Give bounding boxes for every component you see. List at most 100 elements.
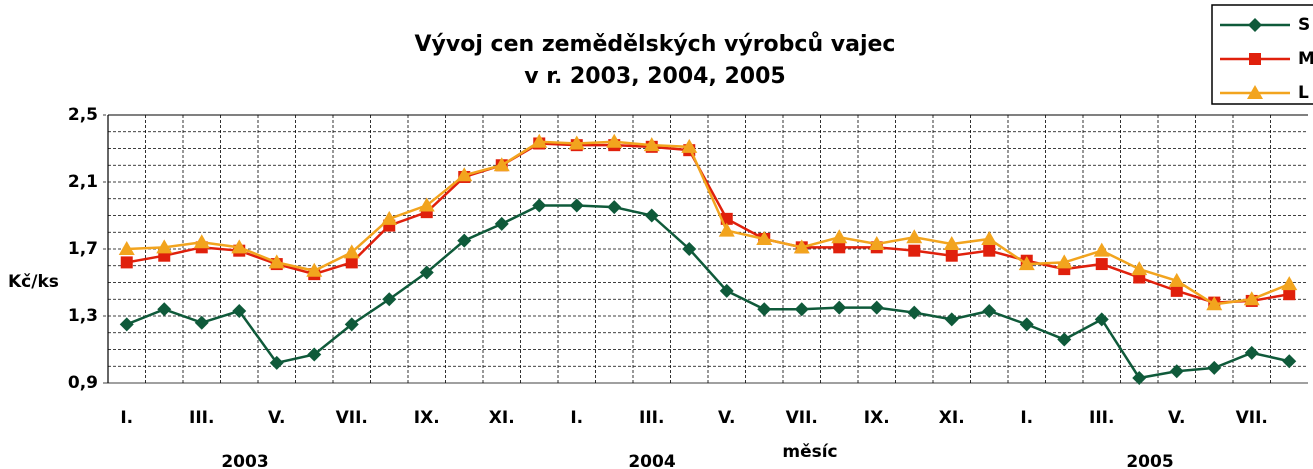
marker [532, 198, 547, 213]
marker [943, 235, 960, 250]
marker [119, 317, 134, 332]
marker [756, 230, 773, 245]
x-tick-label: IX. [414, 408, 440, 428]
marker [307, 347, 322, 362]
marker [907, 305, 922, 320]
marker [607, 200, 622, 215]
marker [682, 242, 697, 256]
marker [120, 256, 133, 269]
x-tick-label: III. [189, 408, 214, 428]
marker [381, 210, 398, 225]
marker [531, 133, 548, 148]
group-label: 2004 [628, 452, 675, 469]
marker [1093, 242, 1110, 257]
x-tick-label: IX. [864, 408, 890, 428]
marker [1207, 360, 1222, 375]
series-line [126, 204, 1290, 380]
marker [757, 302, 772, 317]
x-tick-label: VII. [336, 408, 368, 428]
marker [1019, 317, 1034, 332]
x-tick-label: V. [268, 408, 285, 428]
marker [831, 229, 848, 244]
marker [306, 262, 323, 277]
marker [457, 233, 472, 248]
marker [981, 230, 998, 245]
marker [1206, 296, 1223, 311]
marker [343, 244, 360, 259]
marker [1247, 85, 1263, 99]
series-line [126, 142, 1290, 304]
x-tick-label: III. [639, 408, 664, 428]
marker [1131, 261, 1148, 276]
marker [868, 235, 885, 250]
marker [1249, 53, 1261, 65]
marker [643, 137, 660, 152]
chart-subtitle: v r. 2003, 2004, 2005 [524, 64, 785, 89]
marker [793, 239, 810, 254]
marker [833, 241, 846, 254]
x-tick-label: VII. [786, 408, 818, 428]
x-tick-label: I. [570, 408, 583, 428]
marker [382, 292, 397, 307]
marker [494, 216, 509, 231]
x-tick-label: V. [718, 408, 735, 428]
marker [1248, 18, 1262, 32]
y-axis-label: Kč/ks [8, 272, 59, 292]
marker [193, 234, 210, 249]
marker [1281, 276, 1298, 291]
marker [1282, 354, 1297, 369]
marker [156, 239, 173, 254]
y-tick-label: 1,3 [68, 306, 98, 326]
marker [982, 303, 997, 318]
marker [944, 312, 959, 327]
marker [1094, 312, 1109, 327]
marker [118, 241, 135, 255]
marker [568, 135, 585, 150]
y-tick-label: 0,9 [68, 373, 98, 393]
marker [269, 355, 284, 370]
marker [644, 208, 659, 223]
legend-label: S [1298, 15, 1310, 35]
marker [983, 244, 996, 257]
marker [157, 302, 172, 317]
marker [719, 283, 734, 298]
marker [832, 300, 847, 315]
marker [268, 254, 285, 269]
marker [794, 302, 809, 317]
marker [908, 244, 921, 257]
marker [1056, 254, 1073, 269]
marker [1169, 364, 1184, 379]
marker [231, 239, 248, 254]
x-tick-label: XI. [939, 408, 965, 428]
legend-label: M [1298, 49, 1313, 69]
marker [1283, 288, 1296, 301]
marker [606, 133, 623, 148]
x-tick-label: XI. [489, 408, 515, 428]
x-tick-label: I. [1020, 408, 1033, 428]
chart-title: Vývoj cen zemědělských výrobců vajec [415, 32, 896, 57]
x-axis-label: měsíc [782, 442, 837, 462]
marker [1243, 291, 1260, 306]
x-tick-label: V. [1168, 408, 1185, 428]
marker [1170, 284, 1183, 297]
x-tick-label: III. [1089, 408, 1114, 428]
y-tick-label: 1,7 [68, 239, 98, 259]
marker [344, 317, 359, 332]
marker [869, 300, 884, 315]
marker [906, 229, 923, 244]
marker [1018, 256, 1035, 271]
x-tick-label: I. [120, 408, 133, 428]
marker [418, 197, 435, 212]
marker [1168, 272, 1185, 287]
marker [681, 138, 698, 153]
marker [345, 256, 358, 269]
marker [718, 222, 735, 237]
marker [194, 315, 209, 330]
legend-box [1211, 4, 1313, 105]
legend-label: L [1298, 83, 1309, 103]
marker [456, 167, 473, 182]
marker [569, 198, 584, 213]
group-label: 2005 [1126, 452, 1173, 469]
marker [493, 157, 510, 172]
